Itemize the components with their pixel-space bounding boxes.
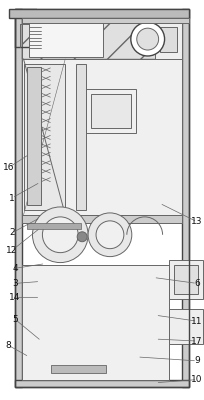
Bar bbox=[21, 18, 188, 23]
Bar bbox=[51, 365, 105, 373]
Bar bbox=[14, 9, 21, 387]
Text: 17: 17 bbox=[191, 336, 202, 346]
Text: 12: 12 bbox=[6, 246, 18, 255]
Circle shape bbox=[77, 232, 87, 242]
Bar bbox=[21, 19, 182, 59]
Bar bbox=[159, 27, 177, 52]
Bar bbox=[14, 9, 188, 387]
Bar bbox=[168, 309, 202, 344]
Text: 13: 13 bbox=[191, 217, 202, 226]
Bar bbox=[154, 21, 182, 59]
Text: 14: 14 bbox=[9, 293, 21, 302]
Bar bbox=[182, 9, 188, 387]
Bar bbox=[21, 59, 182, 215]
Bar bbox=[21, 215, 182, 223]
Bar bbox=[14, 380, 188, 387]
Text: 4: 4 bbox=[12, 264, 18, 273]
Bar bbox=[9, 9, 188, 18]
Bar bbox=[86, 89, 135, 134]
Bar bbox=[26, 67, 41, 205]
Text: 16: 16 bbox=[3, 163, 14, 172]
Text: 10: 10 bbox=[191, 375, 202, 384]
Circle shape bbox=[42, 217, 78, 253]
Circle shape bbox=[88, 213, 131, 257]
Bar bbox=[21, 19, 182, 59]
Text: 11: 11 bbox=[191, 317, 202, 326]
Bar bbox=[76, 64, 86, 210]
Bar bbox=[26, 223, 81, 229]
Circle shape bbox=[96, 221, 123, 249]
Text: 2: 2 bbox=[9, 228, 15, 238]
Circle shape bbox=[136, 28, 158, 50]
Text: 5: 5 bbox=[12, 315, 18, 324]
Bar bbox=[28, 21, 102, 57]
Bar bbox=[21, 264, 168, 380]
Bar bbox=[23, 64, 65, 210]
Text: 6: 6 bbox=[193, 279, 199, 288]
Text: 1: 1 bbox=[9, 194, 15, 202]
Circle shape bbox=[32, 207, 88, 262]
Bar bbox=[91, 94, 130, 128]
Text: 9: 9 bbox=[193, 356, 199, 366]
Bar bbox=[168, 260, 202, 299]
Text: 3: 3 bbox=[12, 279, 18, 288]
Text: 8: 8 bbox=[5, 340, 11, 350]
Circle shape bbox=[130, 22, 164, 56]
Bar bbox=[21, 264, 168, 380]
Bar bbox=[173, 264, 197, 294]
